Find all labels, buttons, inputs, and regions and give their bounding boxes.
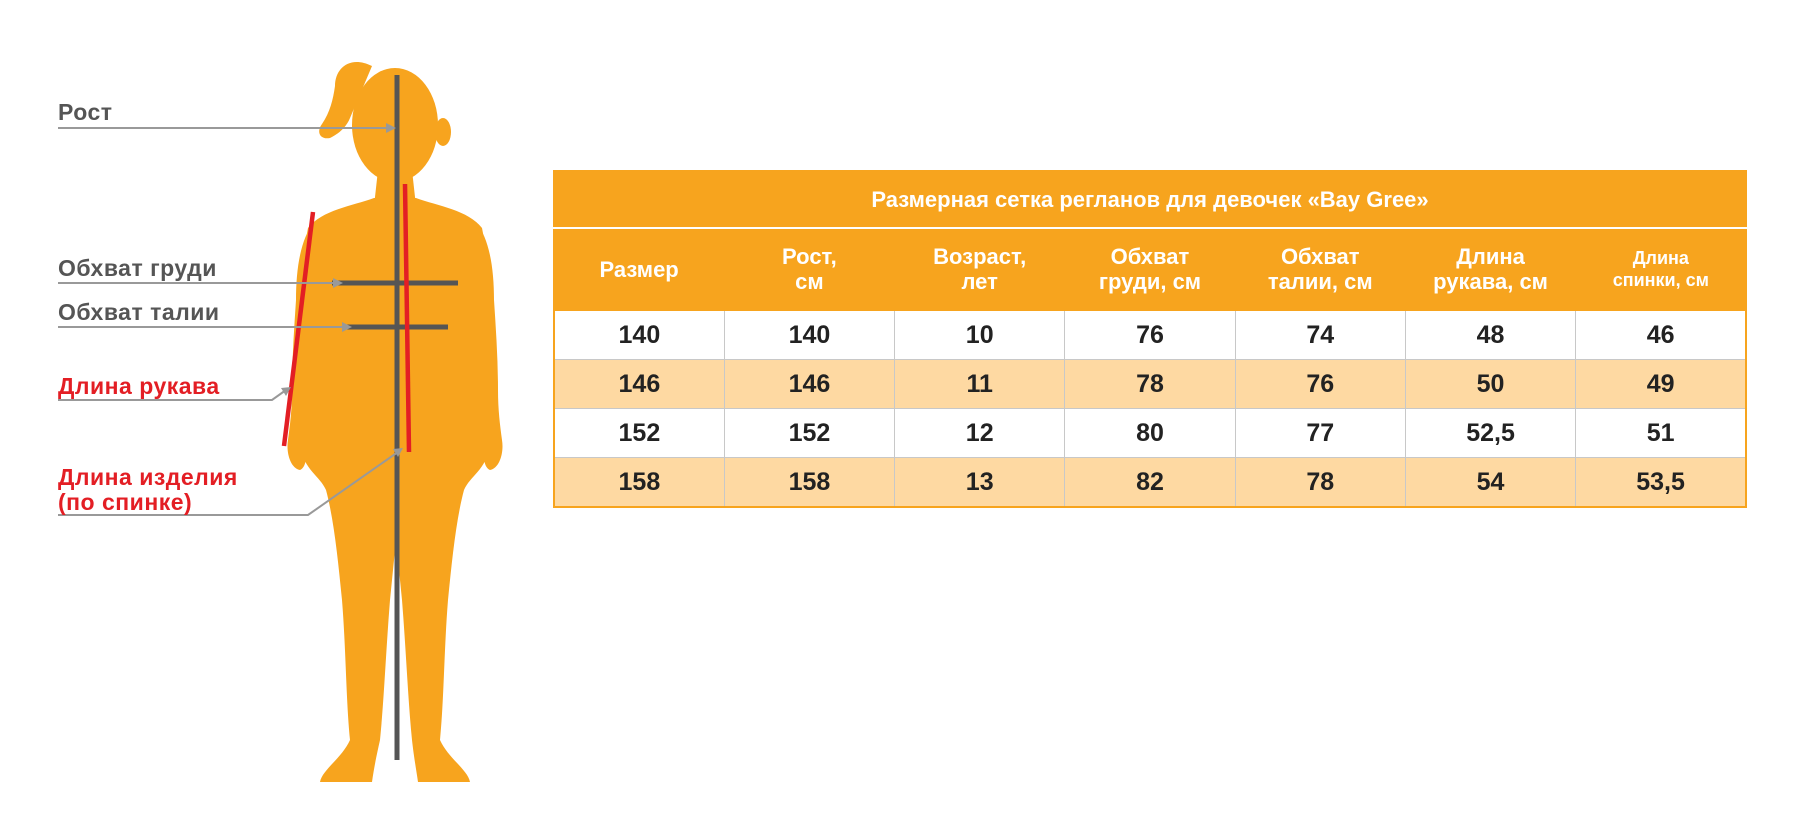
table-cell: 78 [1234, 457, 1406, 508]
table-cell: 140 [723, 309, 896, 360]
table-cell: 74 [1234, 309, 1406, 360]
table-cell: 76 [1064, 309, 1236, 360]
waist-label: Обхват талии [58, 299, 220, 325]
table-cell: 51 [1575, 408, 1748, 458]
back-length-label: Длина изделия (по спинке) [58, 465, 238, 515]
table-row: 152 152 12 80 77 52,5 51 [552, 408, 1748, 458]
table-cell: 152 [723, 408, 896, 458]
leader-arrowheads [281, 123, 403, 457]
column-header-chest: Обхват груди, см [1063, 227, 1237, 311]
table-cell: 50 [1404, 359, 1577, 409]
table-header-row: Размер Рост, см Возраст, лет Обхват груд… [552, 227, 1748, 311]
table-cell: 52,5 [1404, 408, 1577, 458]
column-header-sleeve-length: Длина рукава, см [1404, 227, 1577, 311]
table-cell: 11 [894, 359, 1066, 409]
back-length-label-line2: (по спинке) [58, 489, 193, 515]
table-cell: 152 [552, 408, 725, 458]
table-title: Размерная сетка регланов для девочек «Ba… [553, 170, 1747, 229]
size-chart-table: Размерная сетка регланов для девочек «Ba… [552, 170, 1748, 508]
back-length-label-line1: Длина изделия [58, 464, 238, 490]
table-cell: 158 [552, 457, 725, 508]
table-cell: 140 [552, 309, 725, 360]
sleeve-length-label: Длина рукава [58, 373, 220, 399]
table-cell: 80 [1064, 408, 1236, 458]
table-cell: 76 [1234, 359, 1406, 409]
table-cell: 12 [894, 408, 1066, 458]
table-cell: 10 [894, 309, 1066, 360]
sleeve-length-line [281, 211, 316, 447]
table-row: 140 140 10 76 74 48 46 [552, 309, 1748, 360]
chest-label: Обхват груди [58, 255, 217, 281]
table-cell: 49 [1575, 359, 1748, 409]
table-cell: 77 [1234, 408, 1406, 458]
table-row: 146 146 11 78 76 50 49 [552, 359, 1748, 409]
column-header-waist: Обхват талии, см [1234, 227, 1407, 311]
column-header-size: Размер [552, 227, 726, 311]
back-length-line [402, 183, 412, 453]
measurement-lines [332, 75, 458, 760]
table-cell: 13 [894, 457, 1066, 508]
girl-silhouette-illustration [58, 61, 503, 782]
table-cell: 158 [723, 457, 896, 508]
table-cell: 78 [1064, 359, 1236, 409]
leader-lines [58, 127, 399, 516]
table-cell: 46 [1575, 309, 1748, 360]
body-measurement-diagram: Рост Обхват груди Обхват талии Длина рук… [0, 0, 560, 821]
height-label: Рост [58, 99, 113, 125]
table-row: 158 158 13 82 78 54 53,5 [552, 457, 1748, 508]
table-cell: 82 [1064, 457, 1236, 508]
highlight-lines [281, 183, 412, 453]
table-cell: 53,5 [1575, 457, 1748, 508]
table-cell: 48 [1404, 309, 1577, 360]
column-header-height: Рост, см [723, 227, 896, 311]
table-title-row: Размерная сетка регланов для девочек «Ba… [553, 170, 1747, 229]
table-cell: 146 [552, 359, 725, 409]
table-cell: 146 [723, 359, 896, 409]
column-header-age: Возраст, лет [893, 227, 1066, 311]
table-cell: 54 [1404, 457, 1577, 508]
column-header-back-length: Длина спинки, см [1574, 227, 1748, 311]
